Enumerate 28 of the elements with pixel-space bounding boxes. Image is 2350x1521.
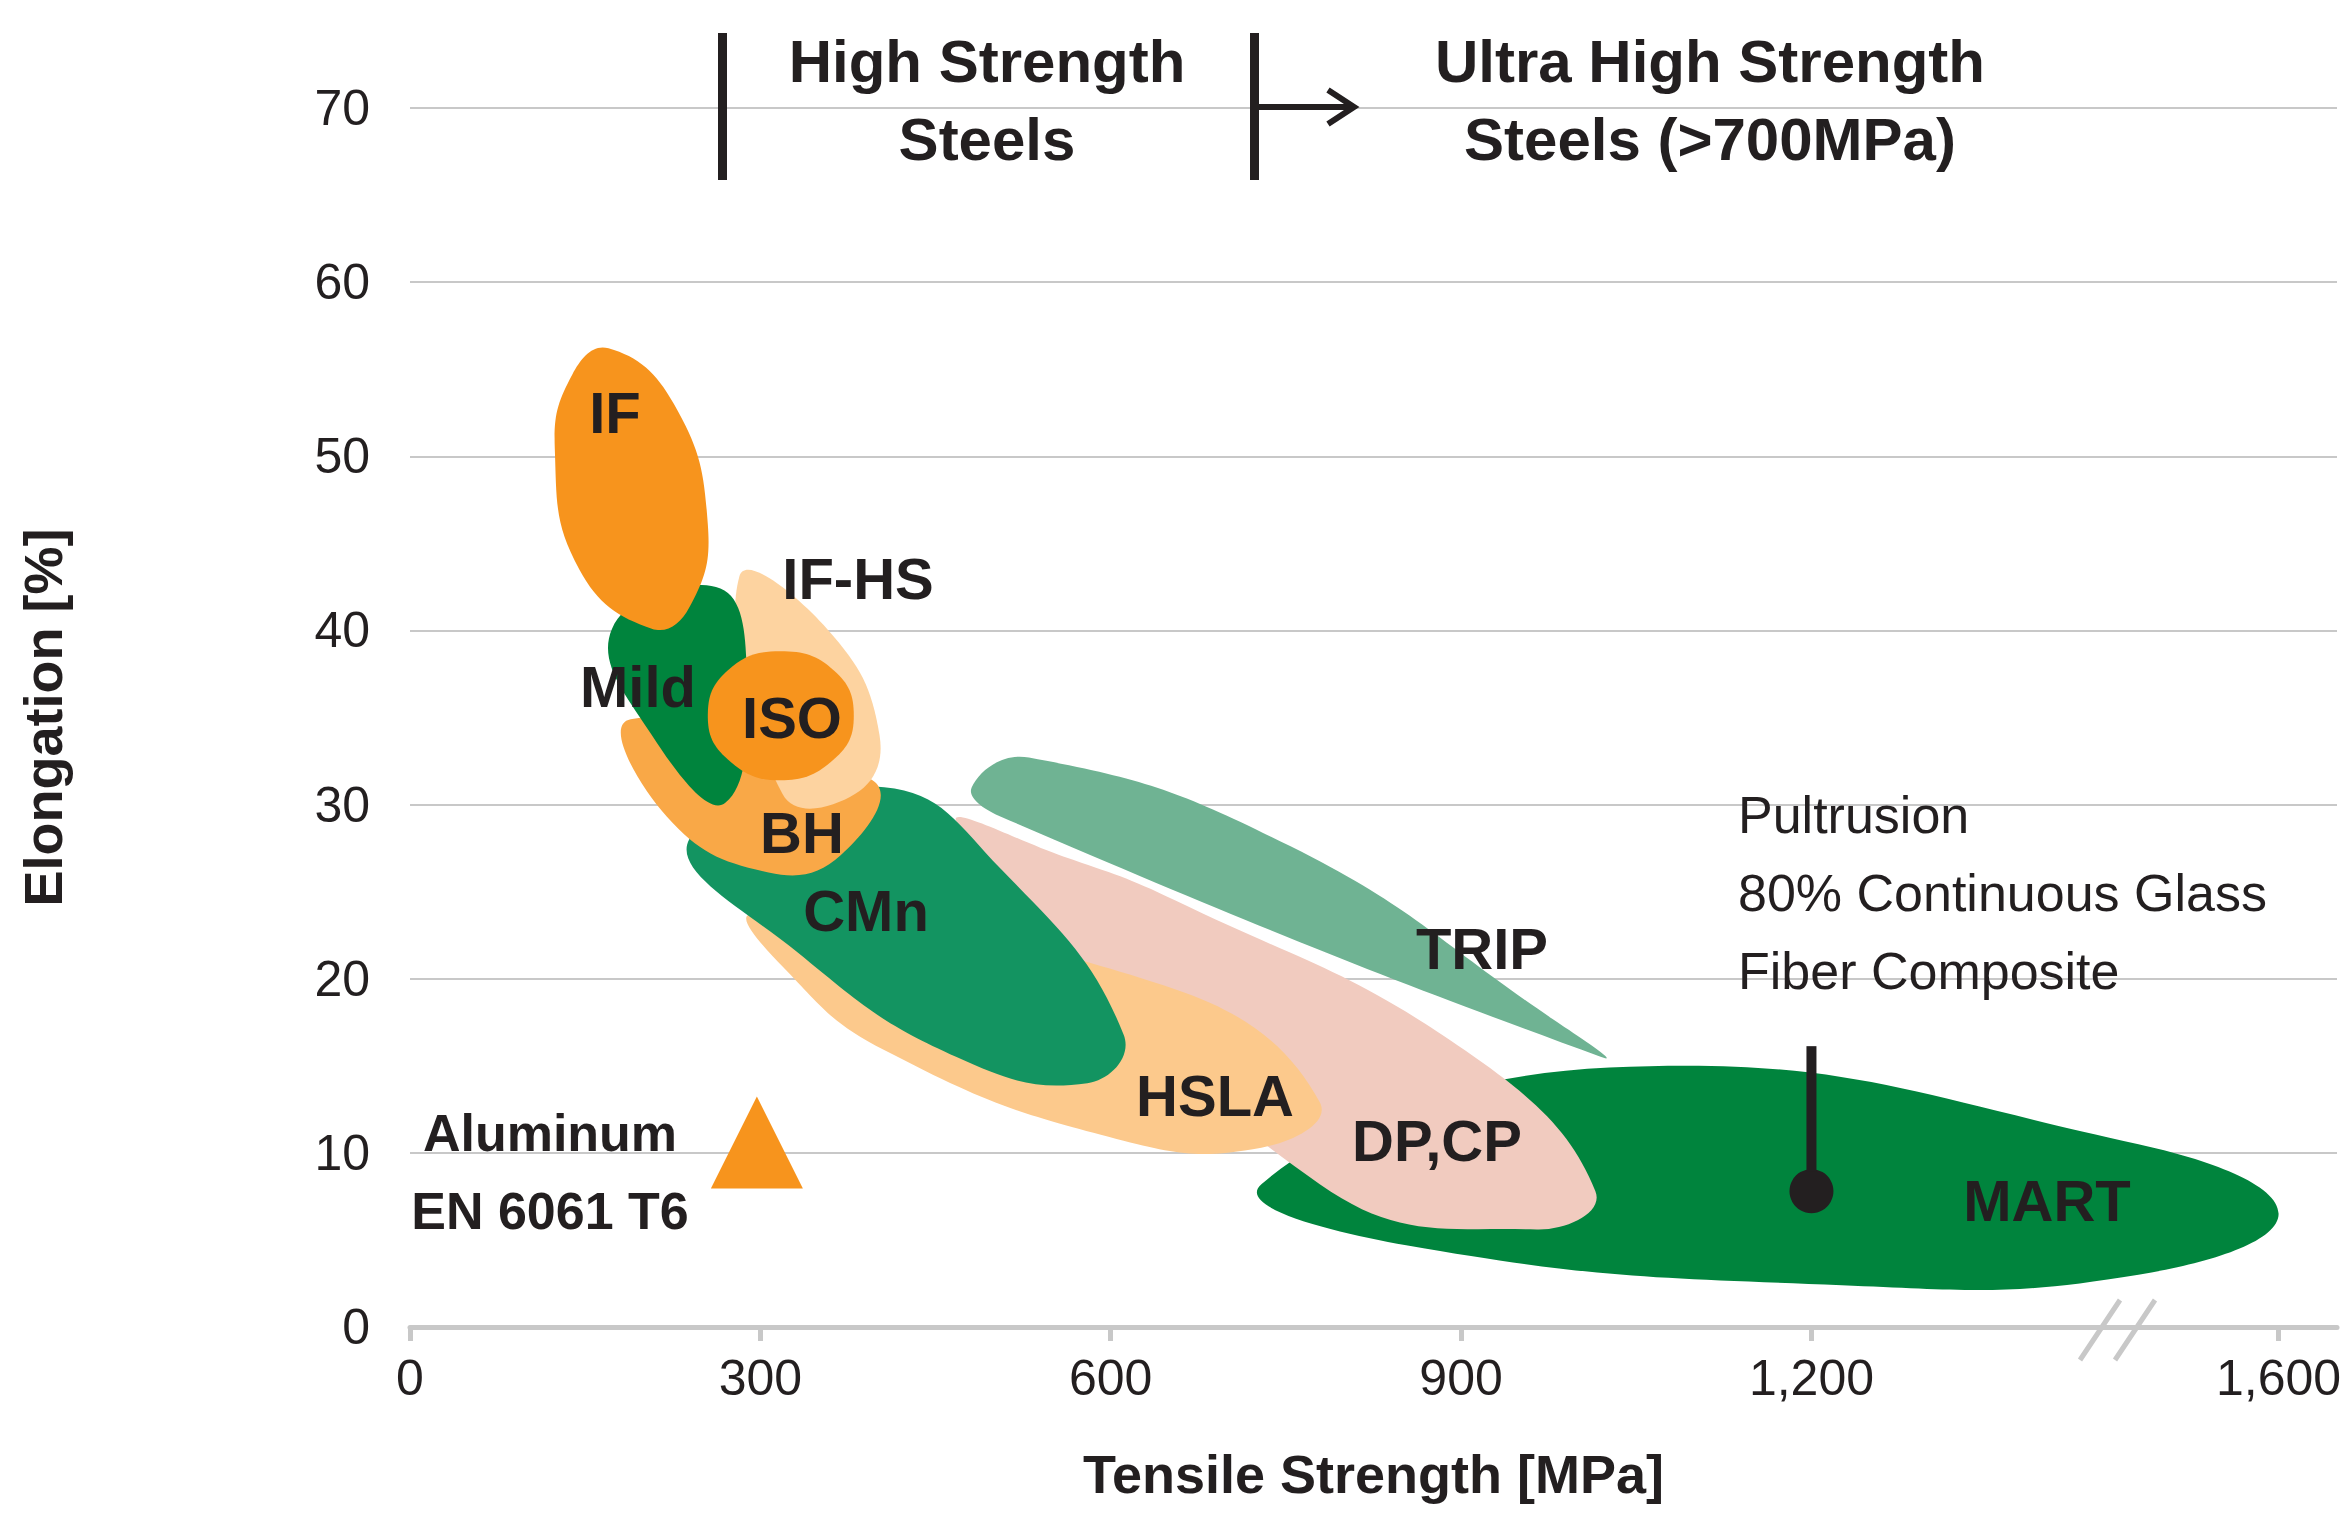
- annotation: Pultrusion 80% Continuous Glass Fiber Composite: [1738, 786, 2267, 1000]
- y-tick-label: 0: [342, 1299, 370, 1355]
- x-axis-title: Tensile Strength [MPa]: [1082, 1444, 1665, 1504]
- y-tick-label: 60: [314, 254, 370, 311]
- y-tick-label: 20: [314, 950, 370, 1007]
- annotation: HSLA: [1136, 1062, 1294, 1128]
- x-tick-label: 1,200: [1748, 1350, 1875, 1406]
- x-tick-label: 1,600: [2216, 1350, 2342, 1406]
- y-tick-label: 30: [314, 776, 370, 833]
- y-tick-label: 70: [314, 80, 370, 136]
- y-tick-label: 10: [314, 1124, 370, 1181]
- y-axis-title: Elongation [%]: [13, 528, 73, 907]
- y-tick-label: 50: [314, 428, 370, 485]
- annotation: MART: [1963, 1167, 2131, 1233]
- annotation: IF: [589, 379, 641, 445]
- annotation: IF-HS: [782, 545, 934, 611]
- x-tick-label: 300: [718, 1350, 803, 1406]
- annotation: ISO: [742, 684, 842, 750]
- x-tick-label: 600: [1069, 1350, 1153, 1406]
- annotation: High Strength Steels: [788, 27, 1186, 173]
- annotation: Aluminum EN 6061 T6: [411, 1104, 689, 1240]
- x-tick-label: 900: [1419, 1350, 1503, 1406]
- x-tick-label: 0: [396, 1350, 424, 1406]
- annotation: CMn: [803, 877, 929, 943]
- annotation: DP,CP: [1352, 1107, 1522, 1173]
- y-tick-label: 40: [314, 602, 370, 659]
- annotation: BH: [760, 799, 844, 865]
- annotation: Ultra High Strength Steels (>700MPa): [1435, 27, 1985, 173]
